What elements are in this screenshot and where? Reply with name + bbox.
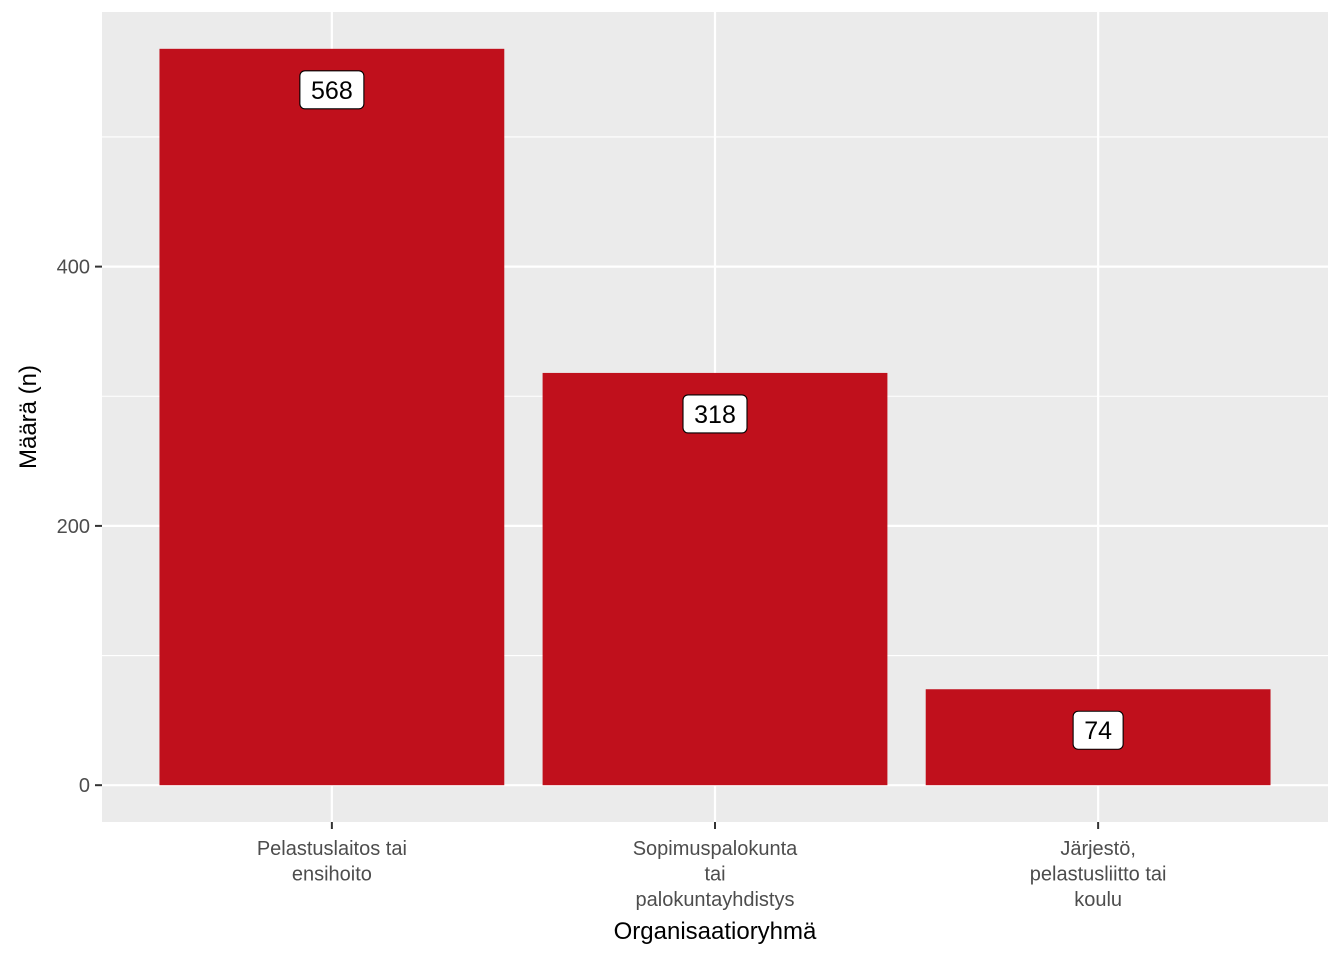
- data-label: 318: [694, 401, 736, 429]
- bars: [159, 48, 1271, 786]
- y-axis-title: Määrä (n): [15, 365, 42, 469]
- x-axis-title: Organisaatioryhmä: [614, 918, 817, 945]
- x-axis: Pelastuslaitos tai ensihoito Sopimuspaloku…: [257, 822, 1167, 911]
- data-label: 568: [311, 77, 353, 105]
- y-tick-label: 200: [57, 516, 90, 538]
- data-label-box: [299, 70, 365, 110]
- x-tick-label: Järjestö, pelastusliitto tai koulu: [1030, 838, 1167, 911]
- data-labels: 568 318 74: [299, 70, 1124, 750]
- x-tick-label: Sopimuspalokunta tai palokuntayhdistys: [633, 838, 798, 911]
- x-tick-label: Pelastuslaitos tai ensihoito: [257, 838, 407, 886]
- bar: [159, 48, 505, 786]
- bar: [542, 372, 888, 786]
- data-label-box: [1072, 710, 1124, 750]
- data-label: 74: [1084, 717, 1112, 745]
- y-tick-label: 400: [57, 257, 90, 279]
- data-label-box: [682, 394, 748, 434]
- y-axis: 0 200 400: [57, 257, 102, 797]
- y-tick-label: 0: [79, 775, 90, 797]
